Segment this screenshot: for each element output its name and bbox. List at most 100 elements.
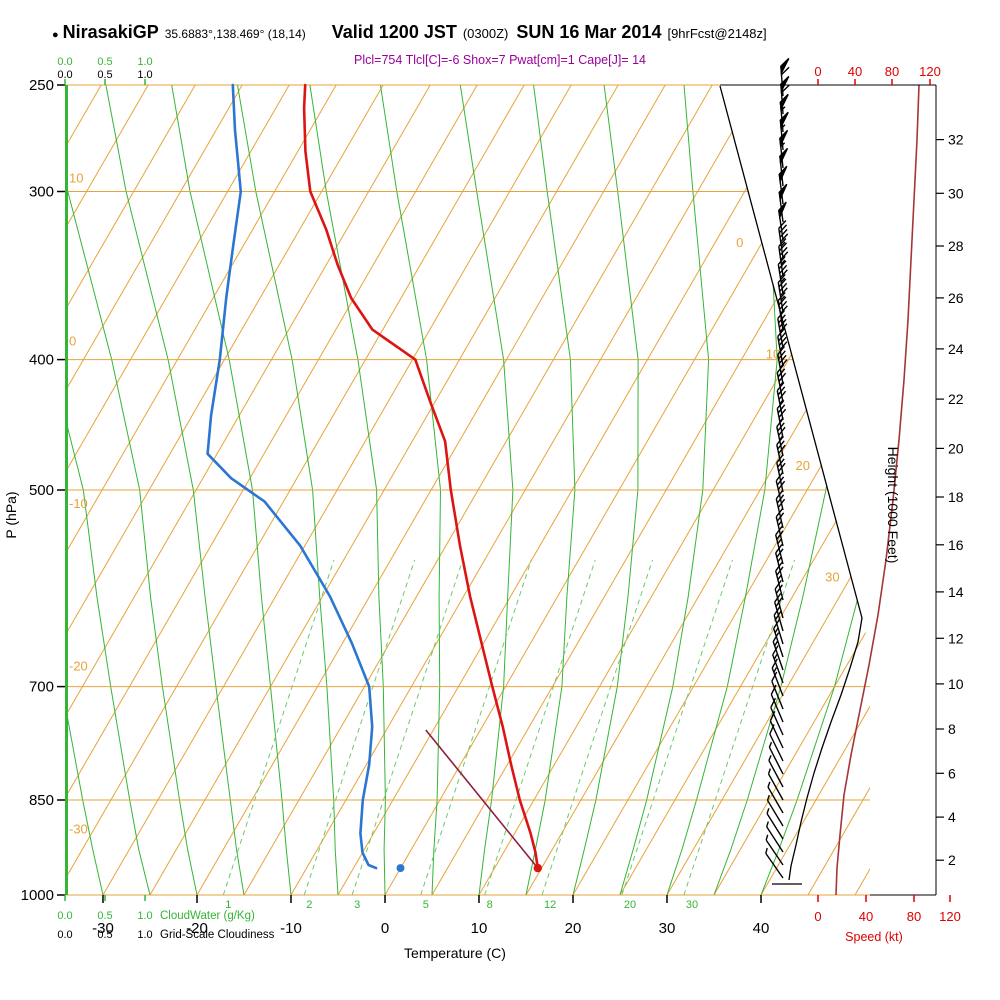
svg-text:-10: -10	[69, 496, 88, 511]
svg-text:0: 0	[814, 64, 821, 79]
svg-text:22: 22	[948, 391, 964, 407]
svg-text:1.0: 1.0	[137, 929, 152, 941]
valid-zulu: (0300Z)	[462, 26, 509, 41]
svg-text:18: 18	[948, 489, 964, 505]
forecast-tag: [9hrFcst@2148z]	[667, 26, 767, 41]
svg-text:12: 12	[544, 899, 556, 911]
frame-lines	[720, 84, 937, 896]
svg-text:0.5: 0.5	[97, 56, 112, 68]
svg-text:850: 850	[29, 792, 54, 809]
svg-text:400: 400	[29, 352, 54, 369]
svg-text:10: 10	[471, 920, 488, 937]
svg-text:32: 32	[948, 132, 964, 148]
svg-text:80: 80	[885, 64, 899, 79]
header-line: ● NirasakiGP 35.6883°,138.469° (18,14) V…	[52, 22, 982, 43]
svg-text:Height (1000 Feet): Height (1000 Feet)	[885, 447, 901, 564]
svg-text:30: 30	[825, 569, 839, 584]
svg-text:2: 2	[306, 899, 312, 911]
svg-text:0: 0	[381, 920, 389, 937]
svg-text:5: 5	[423, 899, 429, 911]
svg-text:1000: 1000	[21, 887, 54, 904]
svg-text:250: 250	[29, 77, 54, 94]
pressure-lines	[65, 84, 870, 896]
wind-barbs	[765, 57, 790, 879]
station-coords: 35.6883°,138.469° (18,14)	[164, 27, 306, 41]
svg-text:20: 20	[948, 440, 964, 456]
dewpoint-curve	[206, 83, 378, 870]
svg-text:CloudWater (g/Kg): CloudWater (g/Kg)	[160, 910, 255, 922]
valid-date: SUN 16 Mar 2014	[516, 22, 662, 42]
svg-text:P (hPa): P (hPa)	[3, 491, 19, 538]
svg-text:40: 40	[753, 920, 770, 937]
svg-text:20: 20	[796, 458, 810, 473]
svg-text:4: 4	[948, 809, 956, 825]
station-bullet-icon: ●	[52, 29, 59, 41]
svg-text:120: 120	[939, 909, 961, 924]
svg-text:16: 16	[948, 537, 964, 553]
svg-text:-20: -20	[69, 659, 88, 674]
svg-text:0: 0	[814, 909, 821, 924]
svg-text:300: 300	[29, 184, 54, 201]
svg-text:10: 10	[69, 171, 83, 186]
svg-text:1.0: 1.0	[137, 56, 152, 68]
svg-text:1.0: 1.0	[137, 69, 152, 81]
svg-text:10: 10	[766, 346, 780, 361]
svg-text:6: 6	[948, 765, 956, 781]
svg-text:30: 30	[948, 185, 964, 201]
svg-text:0: 0	[69, 333, 76, 348]
svg-text:0.0: 0.0	[57, 910, 72, 922]
svg-text:12: 12	[948, 630, 964, 646]
svg-text:-10: -10	[280, 920, 302, 937]
svg-text:1.0: 1.0	[137, 910, 152, 922]
svg-text:8: 8	[487, 899, 493, 911]
temperature-curve	[302, 83, 540, 870]
wind-speed-line	[719, 85, 863, 881]
svg-text:30: 30	[686, 899, 698, 911]
svg-text:500: 500	[29, 482, 54, 499]
svg-text:3: 3	[354, 899, 360, 911]
svg-text:-30: -30	[92, 920, 114, 937]
svg-text:0.0: 0.0	[57, 56, 72, 68]
station-name: NirasakiGP	[62, 22, 159, 42]
height-axis: 32 30 28 26 24 22 20 18 16 14 12 10 8 6 4 2 Height (1000…	[885, 132, 964, 869]
svg-text:2: 2	[948, 852, 956, 868]
surface-dewpoint-dot	[396, 864, 405, 873]
mixing-ratio-labels: 1 2 3 5 8 12 20 30	[225, 899, 698, 911]
svg-text:40: 40	[859, 909, 873, 924]
svg-text:14: 14	[948, 584, 964, 600]
height-scale-curve	[835, 84, 920, 896]
svg-text:20: 20	[565, 920, 582, 937]
svg-text:8: 8	[948, 721, 956, 737]
valid-time: Valid 1200 JST	[331, 22, 457, 42]
svg-text:30: 30	[659, 920, 676, 937]
svg-text:0.0: 0.0	[57, 929, 72, 941]
svg-text:0.5: 0.5	[97, 929, 112, 941]
svg-text:28: 28	[948, 238, 964, 254]
svg-text:0.5: 0.5	[97, 69, 112, 81]
svg-text:-30: -30	[69, 821, 88, 836]
svg-text:1: 1	[225, 899, 231, 911]
svg-text:120: 120	[919, 64, 941, 79]
svg-text:10: 10	[948, 676, 964, 692]
pressure-axis: 250 300 400 500 700 850 1000 P (hPa)	[3, 77, 65, 904]
speed-axis: 0 0 40 40 80 80 120 120 Speed (kt)	[814, 64, 960, 944]
stability-indices: Plcl=754 Tlcl[C]=-6 Shox=7 Pwat[cm]=1 Ca…	[354, 53, 646, 67]
svg-text:Speed (kt): Speed (kt)	[845, 930, 903, 944]
cloudwater-scale: 0.00.00.00.00.50.50.50.51.01.01.01.0Clou…	[57, 56, 274, 941]
svg-text:-20: -20	[186, 920, 208, 937]
svg-text:24: 24	[948, 341, 964, 357]
isotherm-labels: 10 0 -10 -20 -30 0 10 20 30	[69, 171, 840, 837]
temperature-axis: -30 -20 -10 0 10 20 30 40 Temperature (C)	[92, 895, 769, 961]
svg-text:80: 80	[907, 909, 921, 924]
surface-temp-dot	[533, 863, 542, 873]
svg-text:Grid-Scale Cloudiness: Grid-Scale Cloudiness	[160, 929, 275, 941]
parcel-path	[425, 729, 539, 869]
svg-text:20: 20	[624, 899, 636, 911]
svg-text:40: 40	[848, 64, 862, 79]
svg-text:0.0: 0.0	[57, 69, 72, 81]
svg-text:0: 0	[736, 235, 743, 250]
svg-text:26: 26	[948, 290, 964, 306]
svg-text:0.5: 0.5	[97, 910, 112, 922]
